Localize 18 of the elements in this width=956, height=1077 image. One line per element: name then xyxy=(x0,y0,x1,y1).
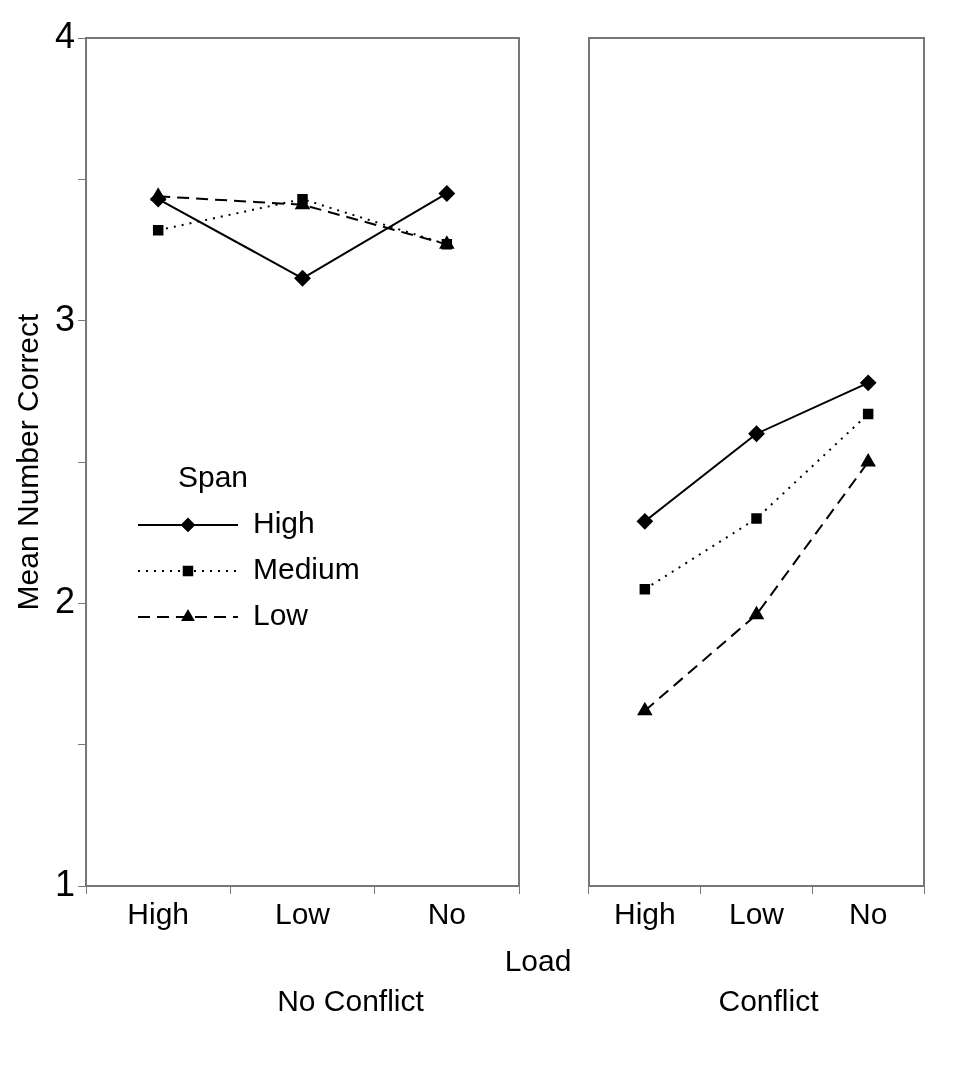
x-axis-title: No Conflict xyxy=(276,984,425,1018)
legend-title: Span xyxy=(177,460,249,494)
text: Load xyxy=(503,944,573,978)
y-tick-label: 3 xyxy=(54,297,76,339)
x-tick-label: High xyxy=(613,897,676,931)
x-tick-label: High xyxy=(127,897,190,931)
legend-label: Medium xyxy=(252,552,360,586)
x-tick-label: Low xyxy=(274,897,331,931)
legend-label: High xyxy=(252,506,315,540)
y-tick-label: 2 xyxy=(54,580,76,622)
x-tick-label: No xyxy=(427,897,467,931)
y-tick-label: 1 xyxy=(54,862,76,904)
y-axis-title: Mean Number Correct xyxy=(11,312,45,611)
legend-label: Low xyxy=(252,598,309,632)
x-axis-title: Conflict xyxy=(717,984,820,1018)
y-tick-label: 4 xyxy=(54,14,76,56)
x-tick-label: No xyxy=(848,897,888,931)
x-tick-label: Low xyxy=(728,897,785,931)
